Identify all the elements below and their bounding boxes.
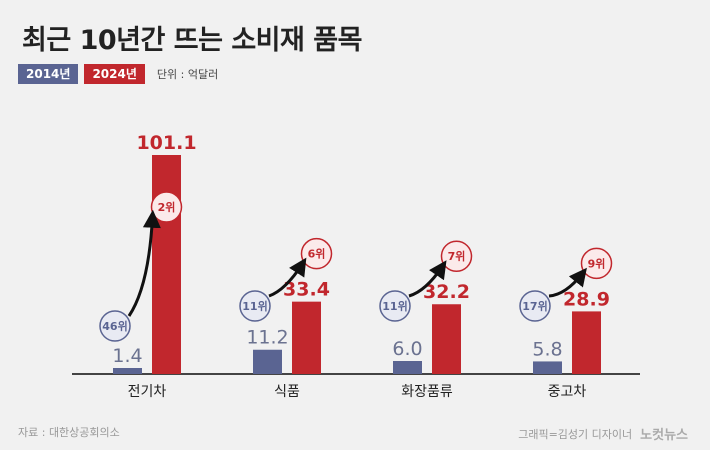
- page-title: 최근 10년간 뜨는 소비재 품목: [22, 18, 362, 57]
- bar-2024-1: [292, 301, 321, 374]
- value-label-2024-2: 32.2: [423, 281, 470, 303]
- bar-2014-1: [253, 349, 282, 374]
- rank-badge-2024-3: [580, 247, 613, 280]
- value-label-2024-3: 28.9: [563, 288, 610, 310]
- credits: 그래픽=김성기 디자이너 노컷뉴스: [518, 424, 688, 444]
- title-part2: 뜨는 소비재: [173, 25, 305, 56]
- rank-badge-2024-2: [440, 240, 473, 272]
- credit-note: 그래픽=김성기 디자이너: [518, 427, 633, 441]
- title-part1: 최근 10년간: [22, 25, 165, 56]
- rank-label-2014-3: 17위: [522, 300, 547, 313]
- rank-label-2024-2: 7위: [448, 250, 466, 263]
- rank-badge-2024-1: [300, 237, 333, 270]
- rank-label-2014-2: 11위: [382, 300, 407, 313]
- rank-badge-2014-2: [379, 290, 411, 322]
- bar-2024-2: [432, 304, 461, 374]
- brand-logo: 노컷뉴스: [640, 428, 688, 443]
- legend: 2014년 2024년 단위 : 억달러: [18, 64, 218, 84]
- value-label-2024-1: 33.4: [283, 279, 330, 301]
- bar-2024-0: [152, 155, 181, 374]
- rank-label-2014-1: 11위: [242, 300, 267, 313]
- category-label-0: 전기차: [128, 384, 167, 400]
- value-label-2014-2: 6.0: [392, 338, 422, 360]
- rank-label-2024-3: 9위: [588, 257, 606, 270]
- bar-2014-2: [393, 361, 422, 374]
- rank-badge-2014-3: [519, 290, 551, 322]
- value-label-2024-0: 101.1: [136, 132, 196, 154]
- bar-2014-0: [113, 368, 142, 374]
- unit-label: 단위 : 억달러: [156, 68, 219, 81]
- rank-label-2024-1: 6위: [308, 248, 326, 261]
- rank-arrow-0: [127, 209, 161, 317]
- rank-badge-2014-1: [239, 290, 271, 322]
- legend-2024: 2024년: [84, 64, 145, 84]
- rank-label-2014-0: 46위: [102, 320, 127, 333]
- category-label-1: 식품: [274, 384, 300, 400]
- rank-arrow-1: [268, 257, 307, 298]
- value-label-2014-0: 1.4: [112, 345, 142, 367]
- category-label-3: 중고차: [548, 384, 587, 400]
- source-note: 자료 : 대한상공회의소: [18, 426, 120, 439]
- value-label-2014-3: 5.8: [532, 338, 562, 360]
- category-label-2: 화장품류: [401, 384, 453, 400]
- rank-badge-2014-0: [99, 310, 131, 342]
- bar-2024-3: [572, 311, 601, 374]
- title-part3: 품목: [313, 25, 362, 56]
- rank-arrow-2: [408, 260, 447, 298]
- rank-label-2024-0: 2위: [158, 201, 176, 214]
- bar-2014-3: [533, 361, 562, 374]
- rank-arrow-3: [548, 267, 587, 298]
- value-label-2014-1: 11.2: [246, 327, 288, 349]
- legend-2014: 2014년: [18, 64, 79, 84]
